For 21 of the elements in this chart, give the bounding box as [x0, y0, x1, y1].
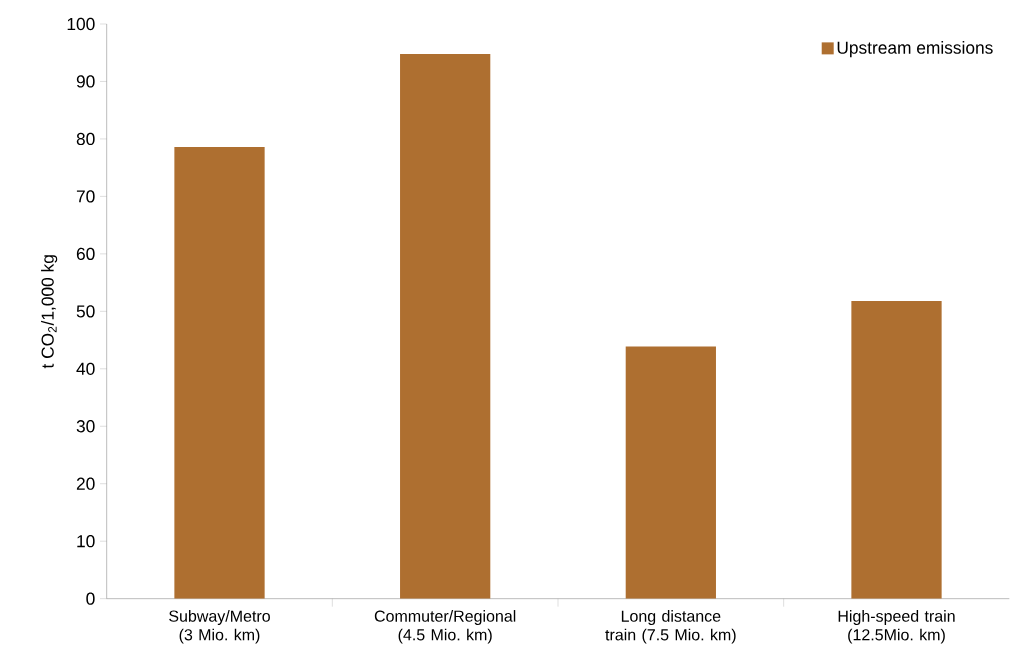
y-tick-label: 0 [86, 592, 95, 605]
y-tick-label: 80 [76, 132, 95, 145]
x-tick-label: Subway/Metro (3 Mio. km) [169, 609, 270, 644]
y-tick-label: 100 [67, 17, 95, 30]
bar [174, 146, 265, 599]
y-tick-label: 50 [76, 305, 95, 318]
bar [625, 346, 716, 599]
y-tick-label: 60 [76, 247, 95, 260]
bar [400, 53, 491, 599]
legend-label: Upstream emissions [837, 40, 993, 58]
bar [851, 300, 942, 599]
x-tick-label: Commuter/Regional (4.5 Mio. km) [374, 609, 516, 644]
y-tick-label: 40 [76, 362, 95, 375]
y-tick-label: 20 [76, 477, 95, 490]
y-tick-label: 70 [76, 190, 95, 203]
y-tick-label: 30 [76, 419, 95, 433]
x-tick-label: Long distance train (7.5 Mio. km) [605, 609, 736, 644]
x-tick-label: High-speed train (12.5Mio. km) [838, 609, 955, 644]
y-tick-label: 90 [76, 75, 95, 88]
y-axis-title: t CO$_{2}$/1,000 kg [41, 255, 58, 369]
y-tick-label: 10 [77, 534, 95, 548]
